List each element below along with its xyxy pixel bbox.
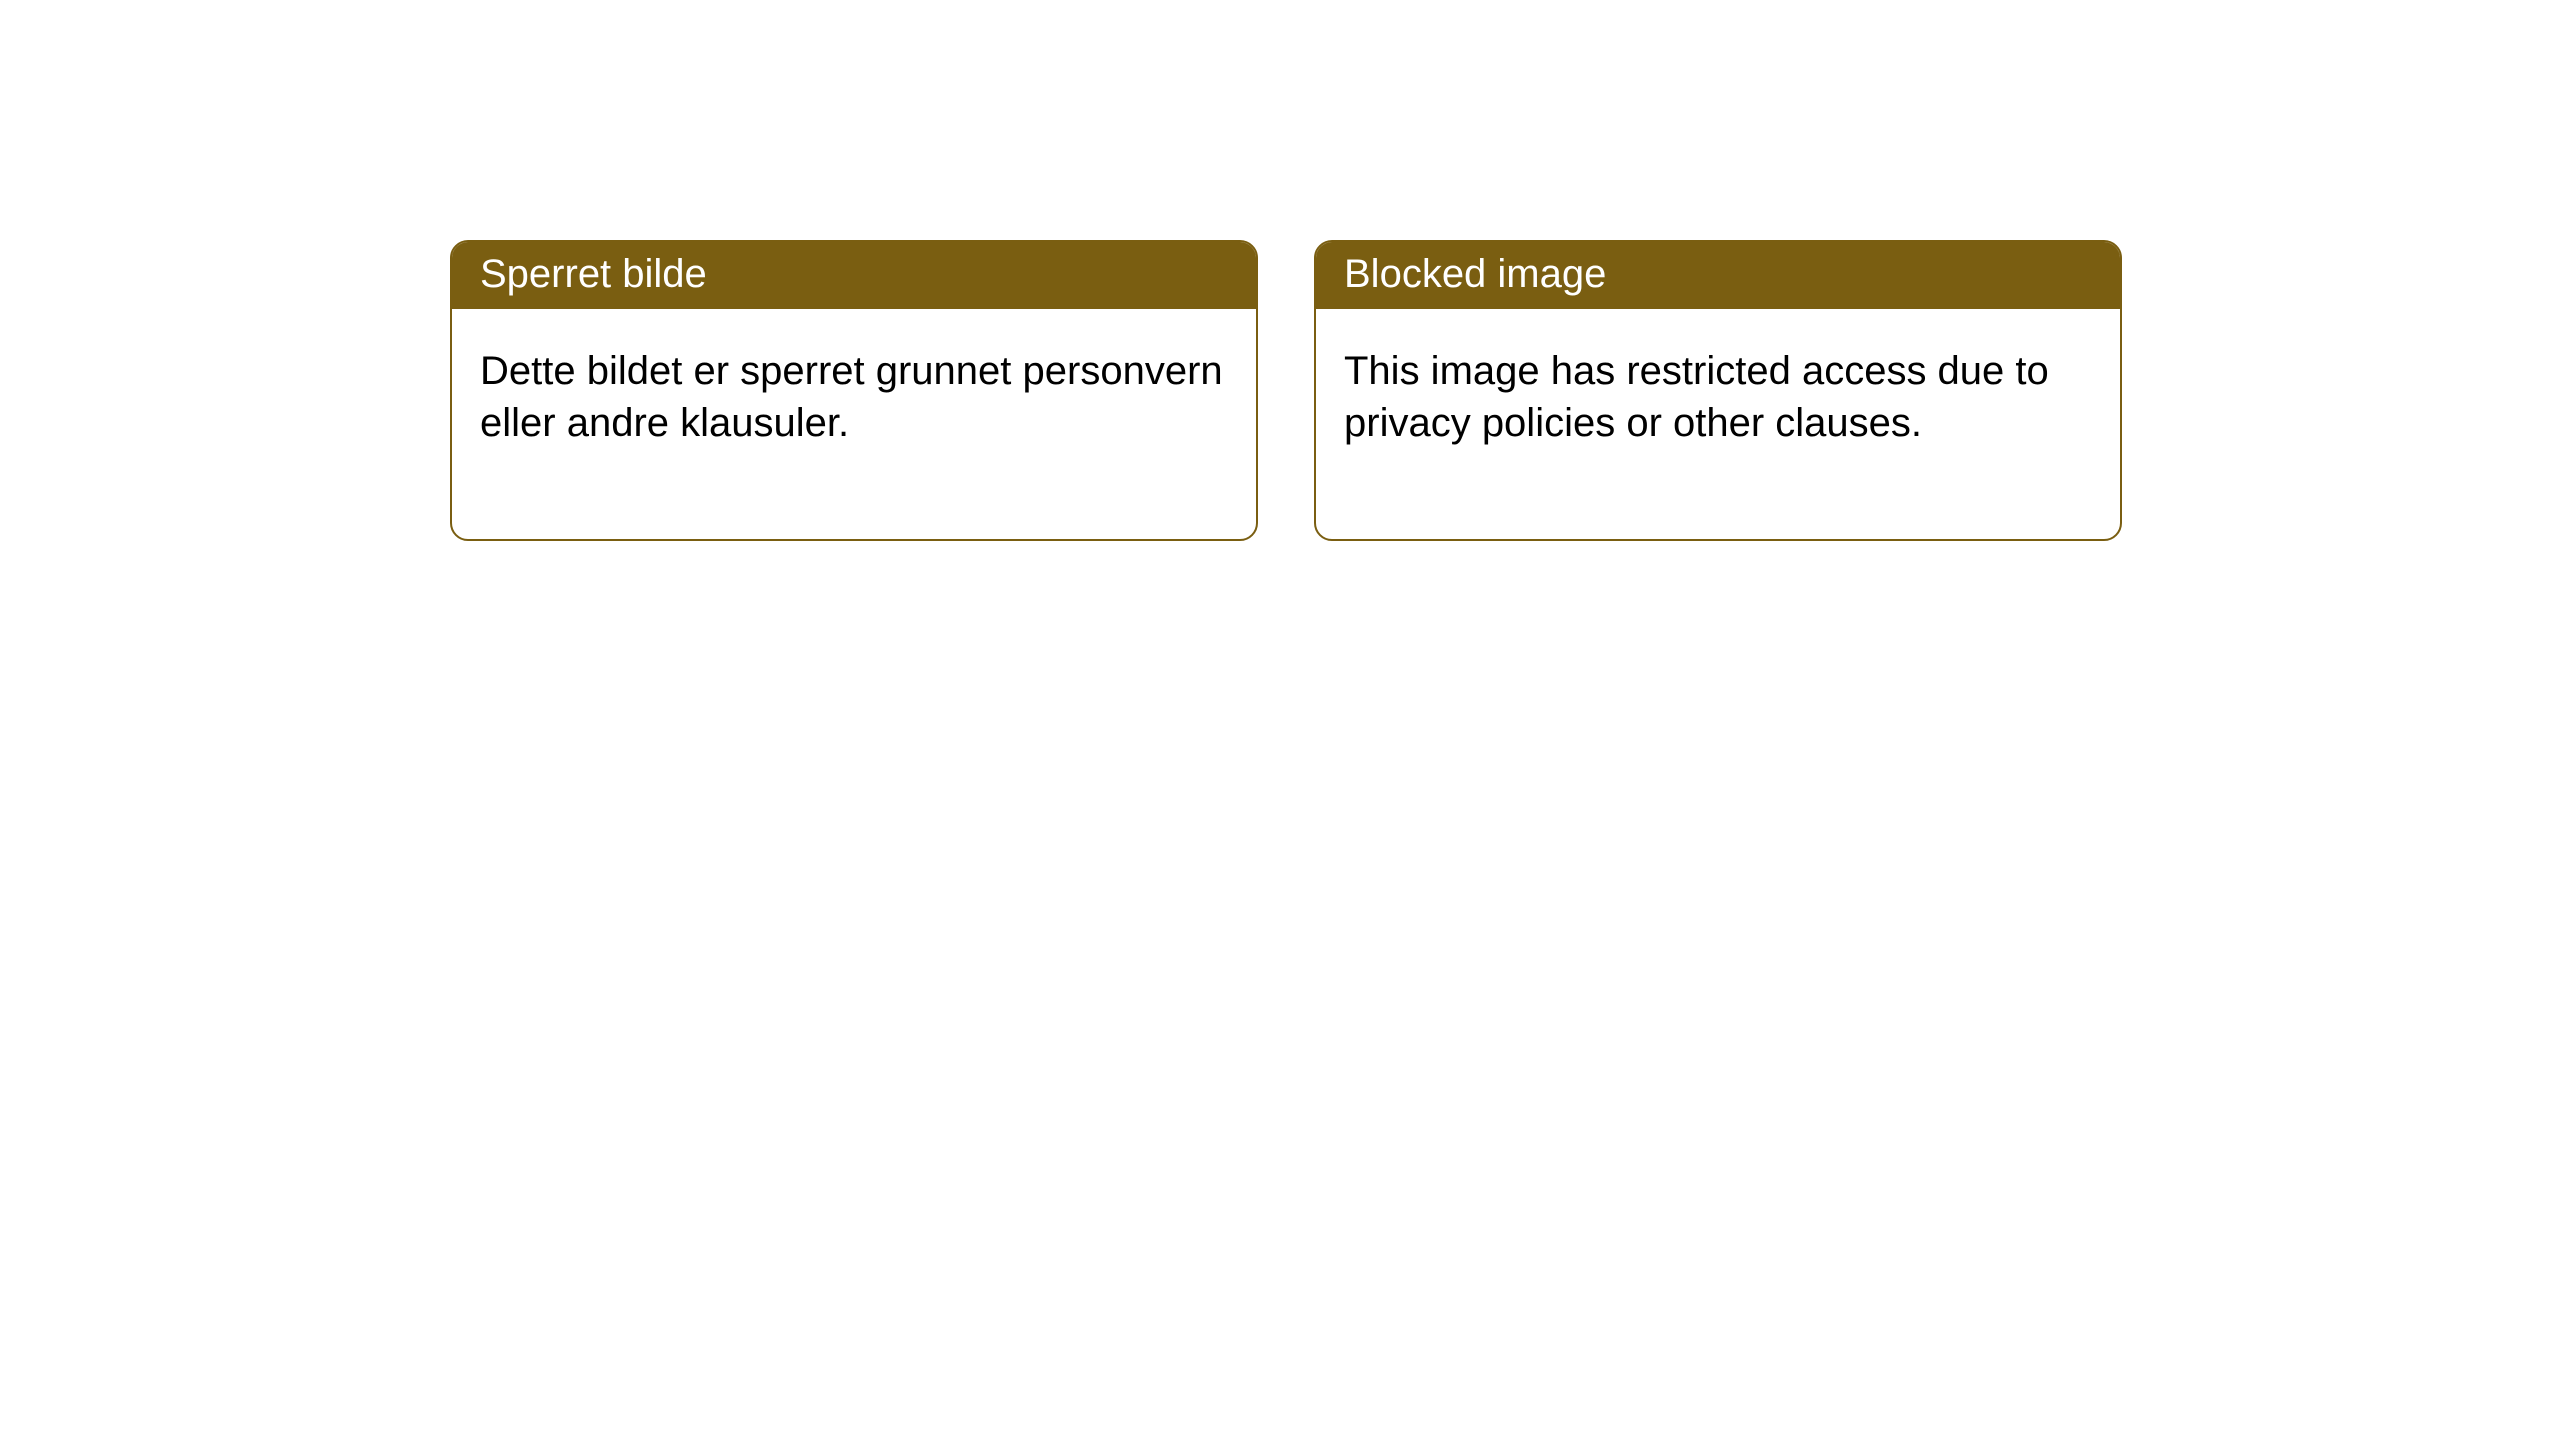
card-title: Sperret bilde: [452, 242, 1256, 309]
card-title: Blocked image: [1316, 242, 2120, 309]
blocked-image-card-no: Sperret bilde Dette bildet er sperret gr…: [450, 240, 1258, 541]
notice-container: Sperret bilde Dette bildet er sperret gr…: [0, 0, 2560, 541]
card-body-text: Dette bildet er sperret grunnet personve…: [452, 309, 1256, 539]
blocked-image-card-en: Blocked image This image has restricted …: [1314, 240, 2122, 541]
card-body-text: This image has restricted access due to …: [1316, 309, 2120, 539]
